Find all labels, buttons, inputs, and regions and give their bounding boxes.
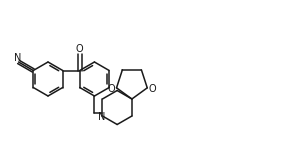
Text: O: O (108, 84, 116, 94)
Text: N: N (98, 112, 105, 122)
Text: O: O (148, 84, 156, 94)
Text: O: O (76, 44, 83, 54)
Text: N: N (14, 53, 21, 63)
